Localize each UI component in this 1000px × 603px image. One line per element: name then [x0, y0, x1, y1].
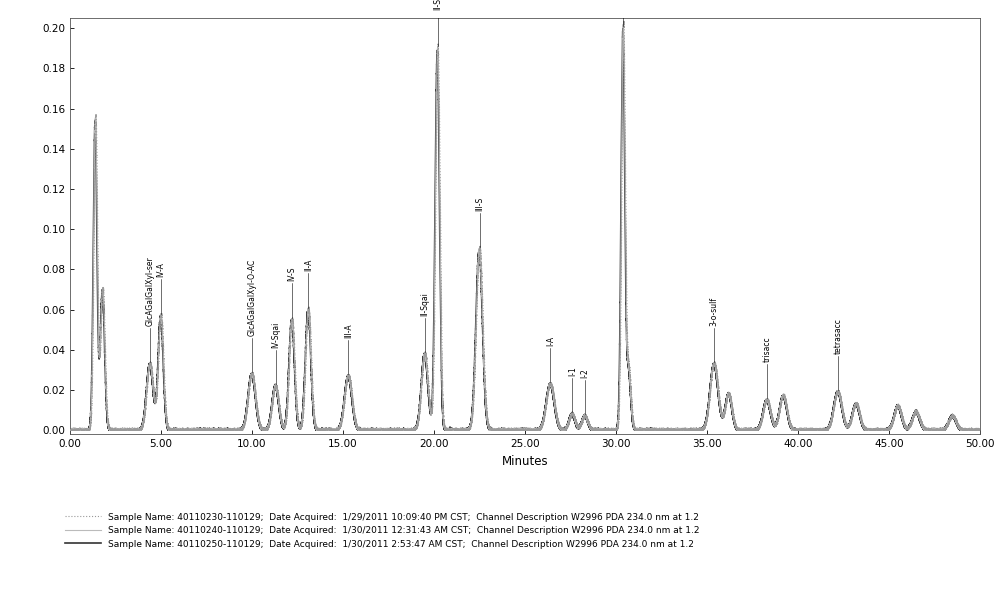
- Text: IV-S: IV-S: [288, 267, 297, 282]
- Text: III-S: III-S: [475, 197, 484, 211]
- Text: II-Sqai: II-Sqai: [420, 292, 429, 315]
- Text: 3-o-sulf: 3-o-sulf: [710, 297, 719, 326]
- Text: III-A: III-A: [344, 323, 353, 338]
- Text: II-S: II-S: [433, 0, 442, 10]
- Text: GlcAGalGalXyl-ser: GlcAGalGalXyl-ser: [146, 256, 155, 326]
- Text: IV-A: IV-A: [156, 262, 166, 277]
- Text: GlcAGalGalXyl-O-AC: GlcAGalGalXyl-O-AC: [248, 259, 256, 336]
- Legend: Sample Name: 40110230-110129;  Date Acquired:  1/29/2011 10:09:40 PM CST;  Chann: Sample Name: 40110230-110129; Date Acqui…: [61, 509, 703, 552]
- Text: tetrasacc: tetrasacc: [834, 318, 843, 354]
- Text: I-1: I-1: [568, 366, 577, 376]
- Text: I-A: I-A: [546, 336, 555, 346]
- Text: I-2: I-2: [581, 368, 590, 378]
- Text: II-A: II-A: [304, 259, 313, 271]
- Text: IV-Sqai: IV-Sqai: [271, 321, 280, 348]
- X-axis label: Minutes: Minutes: [502, 455, 548, 467]
- Text: trisacc: trisacc: [763, 336, 772, 362]
